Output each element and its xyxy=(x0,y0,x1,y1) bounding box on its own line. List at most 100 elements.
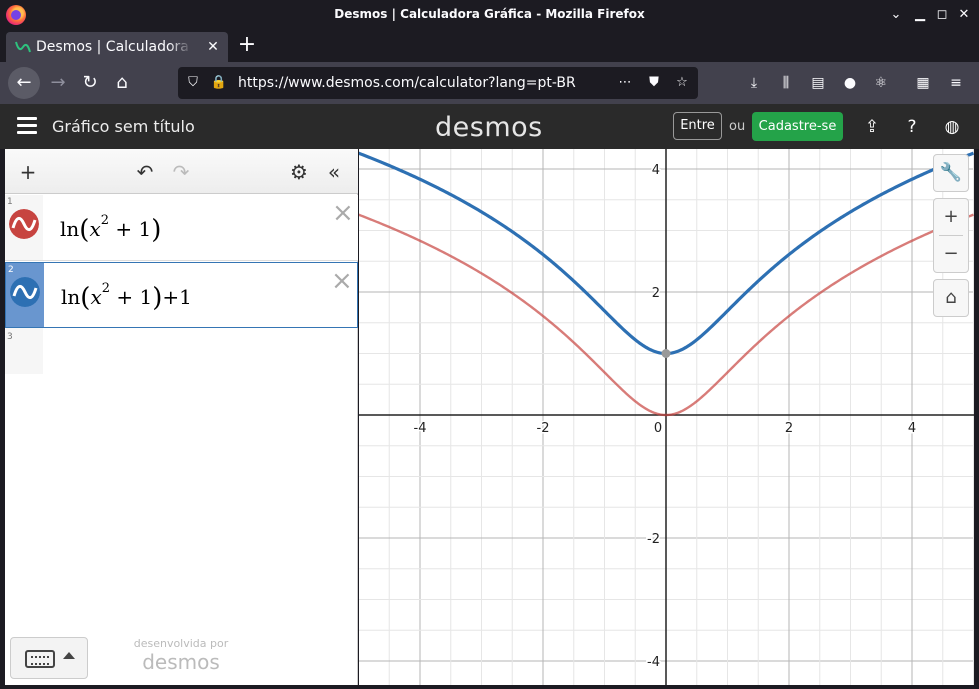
caret-up-icon xyxy=(63,652,75,659)
expression-panel: + ↶ ↷ ⚙ « 1 ln(x2 + 1) × 2 xyxy=(5,149,358,685)
home-icon[interactable]: ⌂ xyxy=(116,72,128,93)
expression-row-3[interactable]: 3 xyxy=(5,328,43,374)
firefox-logo-icon xyxy=(6,5,26,25)
downloads-icon[interactable]: ⤓ xyxy=(750,75,758,91)
zoom-out-icon[interactable]: − xyxy=(943,243,959,264)
language-globe-icon[interactable]: ◍ xyxy=(944,117,960,137)
fn-exponent: 2 xyxy=(101,281,110,297)
expression-index: 2 xyxy=(8,265,14,275)
y-tick-label: -2 xyxy=(647,532,660,547)
expression-index: 1 xyxy=(7,197,13,207)
zoom-divider xyxy=(939,235,963,236)
graph-svg[interactable]: -4 -2 0 2 4 -4 -2 2 4 xyxy=(359,149,974,685)
expression-latex[interactable]: ln(x2 + 1)+1 xyxy=(61,281,192,313)
back-arrow-icon[interactable]: ← xyxy=(8,67,40,99)
expression-toolbar: + ↶ ↷ ⚙ « xyxy=(5,149,358,194)
x-tick-label: -4 xyxy=(414,421,427,436)
url-text[interactable]: https://www.desmos.com/calculator?lang=p… xyxy=(238,75,576,91)
fn-suffix: +1 xyxy=(162,285,192,309)
new-tab-icon[interactable]: + xyxy=(237,32,257,57)
extension-icon[interactable]: ⚛ xyxy=(874,75,888,91)
graph-title[interactable]: Gráfico sem título xyxy=(52,117,195,136)
tracking-protection-icon[interactable]: ⛉ xyxy=(188,75,198,90)
wave-color-icon[interactable] xyxy=(9,209,39,239)
close-window-icon[interactable]: ✕ xyxy=(958,7,970,22)
tab-desmos[interactable]: Desmos | Calculadora Gráfica ✕ xyxy=(6,32,228,62)
library-icon[interactable]: ⫼ xyxy=(782,75,790,91)
signup-button[interactable]: Cadastre-se xyxy=(752,112,843,141)
navigation-bar: ← → ↻ ⌂ ⛉ 🔒 https://www.desmos.com/calcu… xyxy=(0,62,979,104)
x-tick-label: 0 xyxy=(654,421,662,436)
fn-variable: x xyxy=(89,217,101,241)
account-icon[interactable]: ● xyxy=(843,75,857,91)
x-tick-label: 4 xyxy=(908,421,916,436)
fn-name: ln xyxy=(61,285,81,309)
y-tick-label: -4 xyxy=(647,655,660,670)
pocket-icon[interactable]: ⛊ xyxy=(649,75,659,90)
zoom-in-icon[interactable]: + xyxy=(943,206,959,227)
powered-by-brand: desmos xyxy=(142,650,220,674)
desmos-header: Gráfico sem título desmos Entre ou Cadas… xyxy=(0,104,979,149)
help-icon[interactable]: ? xyxy=(907,117,917,137)
expression-gutter[interactable]: 1 xyxy=(5,195,43,260)
settings-gear-icon[interactable]: ⚙ xyxy=(290,160,308,184)
fn-variable: x xyxy=(90,285,102,309)
graph-paper[interactable]: -4 -2 0 2 4 -4 -2 2 4 xyxy=(359,149,974,685)
window-title: Desmos | Calculadora Gráfica - Mozilla F… xyxy=(334,7,645,21)
extensions-puzzle-icon[interactable]: ▦ xyxy=(916,75,930,91)
minimize-icon[interactable]: ▁ xyxy=(915,7,925,22)
forward-arrow-icon[interactable]: → xyxy=(50,72,66,93)
or-label: ou xyxy=(729,119,746,134)
powered-by[interactable]: desenvolvida por desmos xyxy=(121,637,241,674)
desmos-logo: desmos xyxy=(435,112,543,143)
share-icon[interactable]: ⇪ xyxy=(864,117,880,137)
undo-icon[interactable]: ↶ xyxy=(136,160,154,184)
keyboard-toggle-button[interactable] xyxy=(10,637,88,679)
overflow-menu-icon[interactable]: ≡ xyxy=(950,75,962,91)
window-border-left xyxy=(0,149,5,689)
curve-point xyxy=(661,349,671,358)
expression-gutter[interactable]: 2 xyxy=(6,263,44,327)
y-tick-label: 2 xyxy=(652,286,660,301)
y-tick-label: 4 xyxy=(652,163,660,178)
reload-icon[interactable]: ↻ xyxy=(82,72,98,93)
tab-close-icon[interactable]: ✕ xyxy=(207,39,219,55)
wave-color-icon[interactable] xyxy=(10,277,40,307)
wrench-icon[interactable]: 🔧 xyxy=(939,162,963,183)
expression-index: 3 xyxy=(7,332,13,342)
keyboard-icon xyxy=(25,650,55,668)
expression-row-1[interactable]: 1 ln(x2 + 1) × xyxy=(5,195,358,261)
window-menu-icon[interactable]: ⌄ xyxy=(890,7,902,22)
tab-label: Desmos | Calculadora Gráfica xyxy=(36,39,192,55)
redo-icon[interactable]: ↷ xyxy=(172,160,190,184)
maximize-icon[interactable]: ◻ xyxy=(936,7,948,22)
default-viewport-button[interactable]: ⌂ xyxy=(933,279,969,317)
desmos-favicon-icon xyxy=(15,41,31,53)
fn-tail: + 1 xyxy=(116,285,153,309)
window-border-bottom xyxy=(0,685,979,689)
fn-name: ln xyxy=(60,217,80,241)
delete-expression-icon[interactable]: × xyxy=(332,198,354,228)
curve-expression-1 xyxy=(359,213,974,417)
delete-expression-icon[interactable]: × xyxy=(331,266,353,296)
lock-icon[interactable]: 🔒 xyxy=(210,75,228,90)
expression-row-2[interactable]: 2 ln(x2 + 1)+1 × xyxy=(5,262,358,328)
sidebar-icon[interactable]: ▤ xyxy=(811,75,825,91)
collapse-panel-icon[interactable]: « xyxy=(327,160,341,184)
login-button[interactable]: Entre xyxy=(673,112,722,140)
zoom-controls: + − xyxy=(933,198,969,273)
home-icon[interactable]: ⌂ xyxy=(945,287,957,308)
expression-latex[interactable]: ln(x2 + 1) xyxy=(60,213,162,245)
graph-settings-button[interactable]: 🔧 xyxy=(933,154,969,192)
powered-by-label: desenvolvida por xyxy=(133,637,229,650)
add-item-icon[interactable]: + xyxy=(19,160,37,184)
tab-bar: Desmos | Calculadora Gráfica ✕ + xyxy=(0,30,979,62)
url-bar[interactable]: ⛉ 🔒 https://www.desmos.com/calculator?la… xyxy=(178,67,698,99)
x-tick-label: 2 xyxy=(785,421,793,436)
fn-exponent: 2 xyxy=(100,213,109,229)
bookmark-star-icon[interactable]: ☆ xyxy=(676,75,688,90)
hamburger-menu-icon[interactable] xyxy=(17,117,37,135)
page-actions-icon[interactable]: ⋯ xyxy=(618,75,632,90)
x-tick-label: -2 xyxy=(537,421,550,436)
